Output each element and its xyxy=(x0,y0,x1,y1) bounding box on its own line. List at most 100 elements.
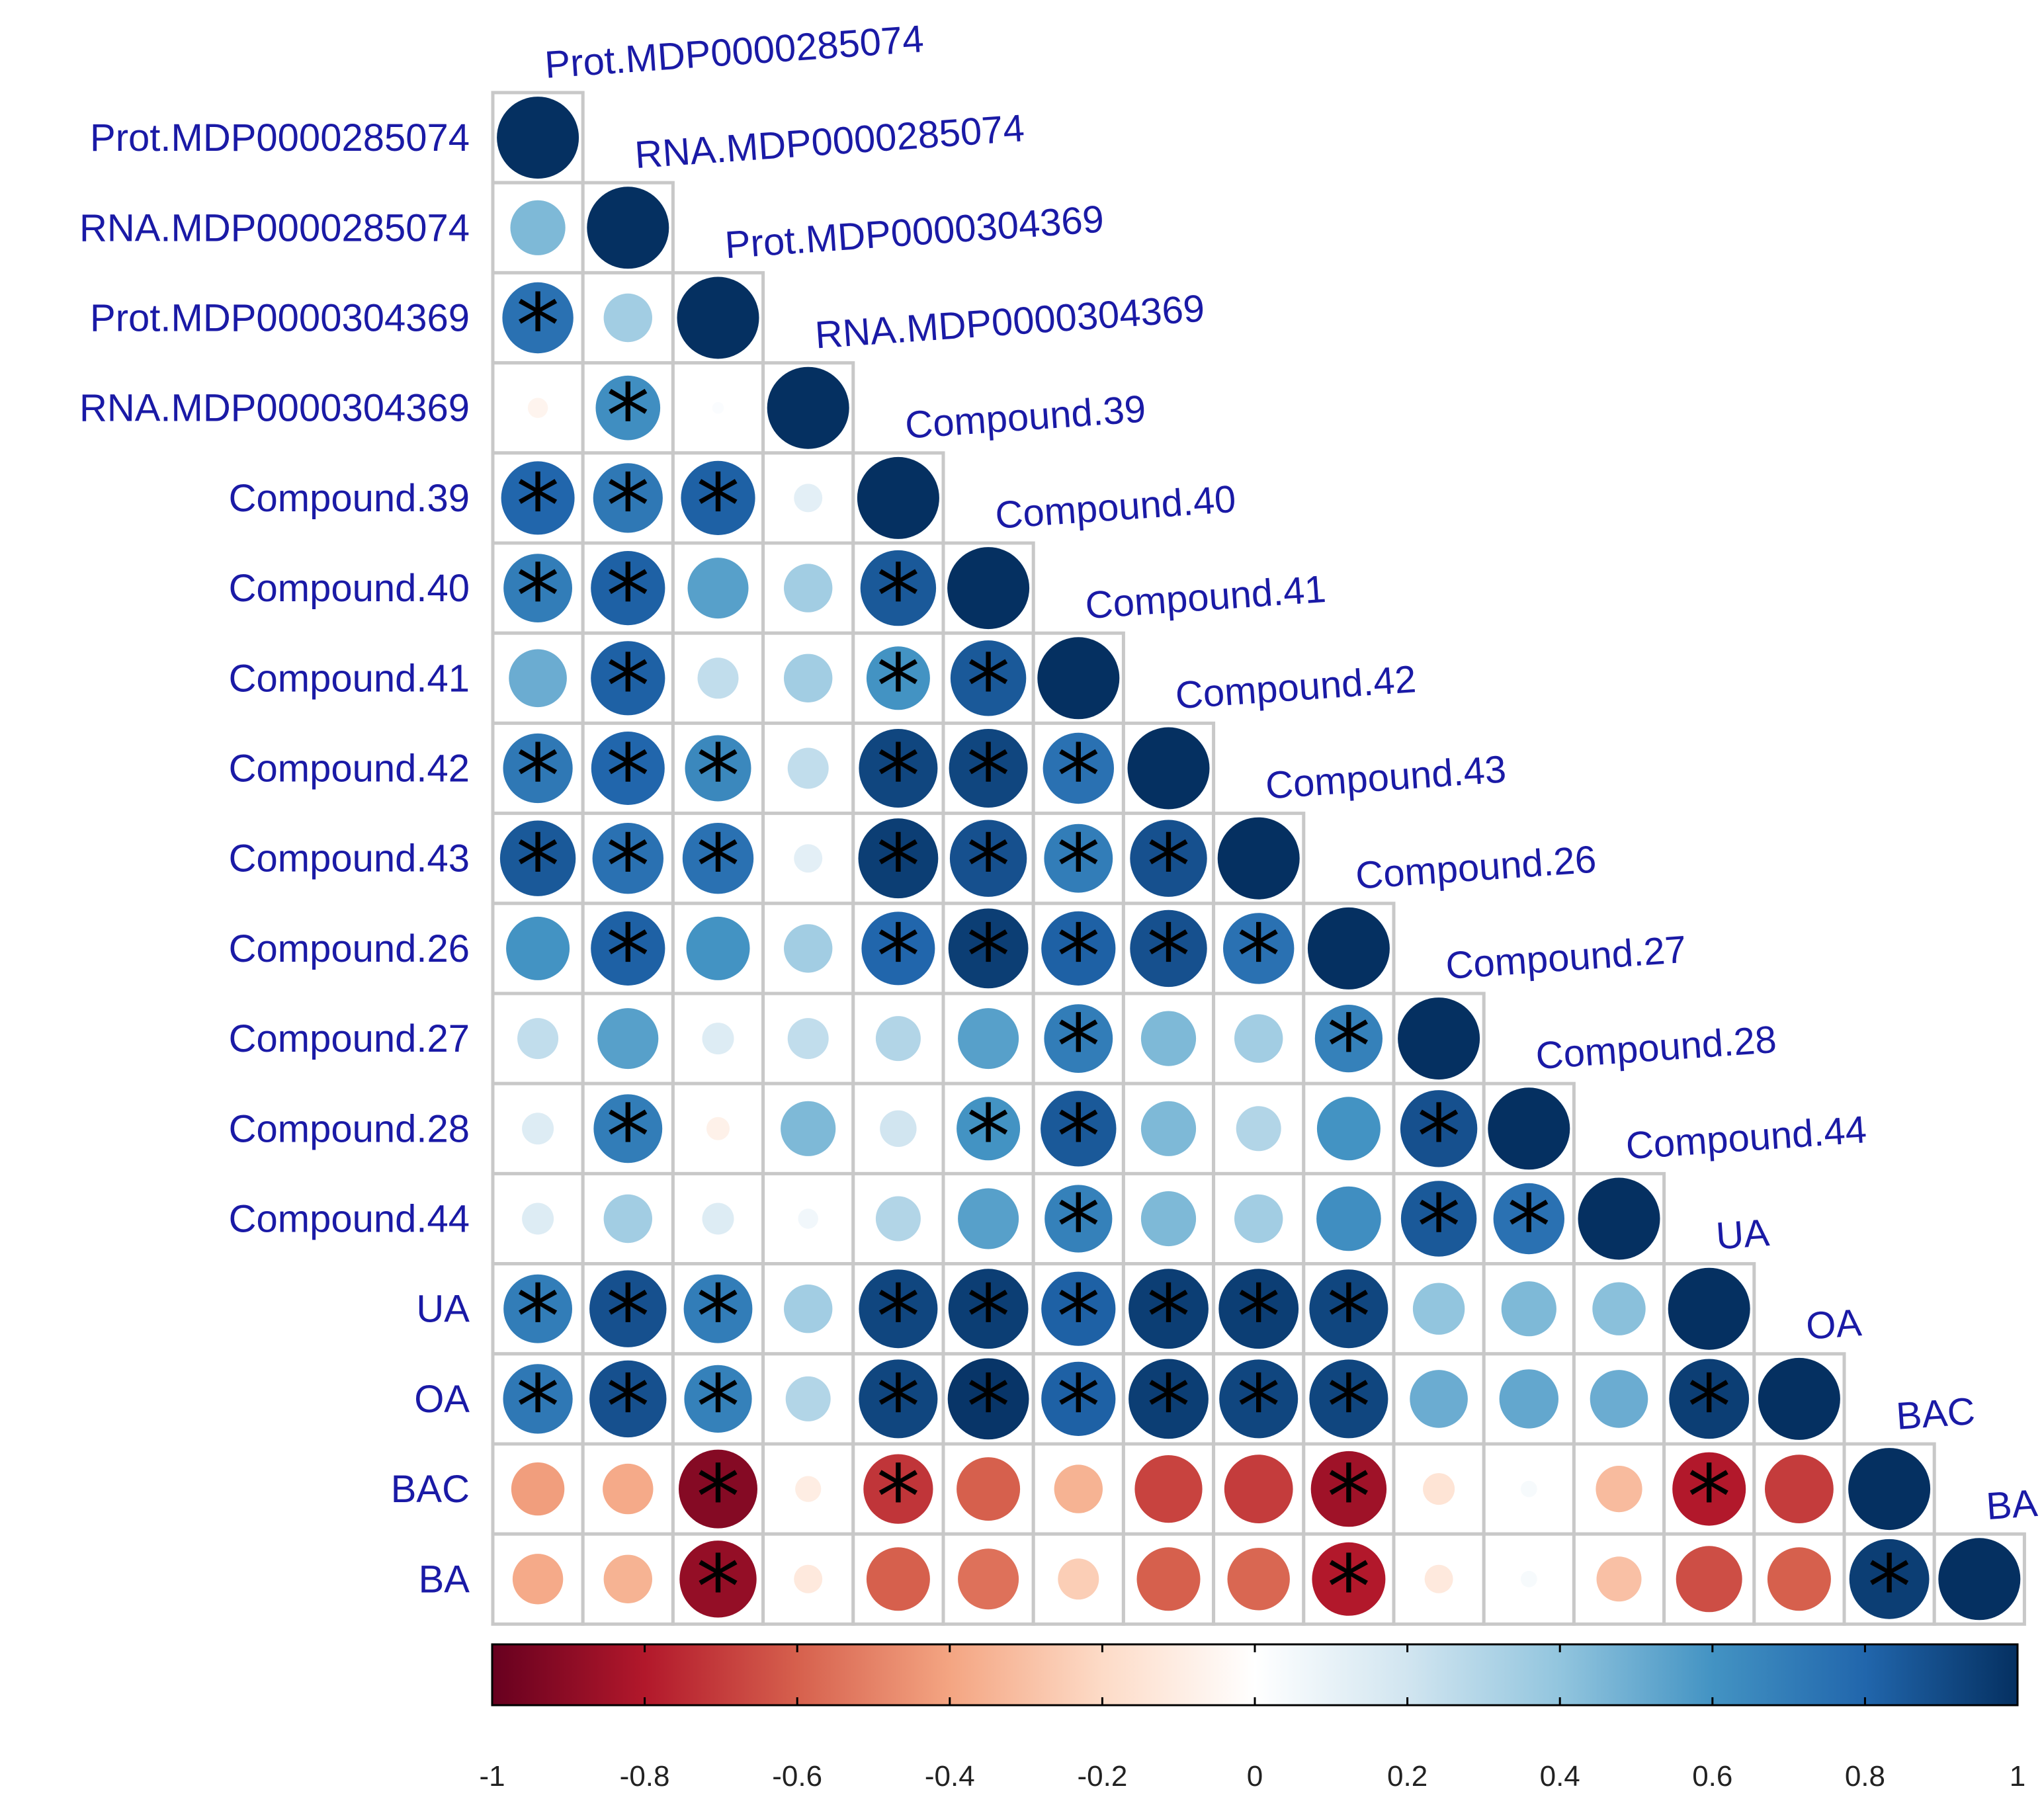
correlation-circle xyxy=(1592,1282,1646,1335)
significance-marker: * xyxy=(876,636,920,738)
significance-marker: * xyxy=(1147,1267,1191,1369)
significance-marker: * xyxy=(876,816,920,918)
row-label: RNA.MDP0000304369 xyxy=(79,387,470,430)
correlation-circle xyxy=(506,916,570,980)
correlation-circle xyxy=(1400,1090,1478,1167)
correlation-circle xyxy=(858,818,939,899)
colorbar-tick-label: -0.2 xyxy=(1077,1760,1127,1793)
correlation-circle xyxy=(1224,1455,1293,1524)
column-label: BAC xyxy=(1895,1390,1977,1438)
significance-marker: * xyxy=(606,1086,650,1188)
significance-marker: * xyxy=(1147,906,1191,1008)
significance-marker: * xyxy=(697,1357,740,1458)
correlation-circle xyxy=(1227,1548,1290,1611)
significance-marker: * xyxy=(1237,1267,1281,1369)
correlation-circle xyxy=(591,732,665,805)
row-label: Compound.27 xyxy=(229,1017,470,1060)
correlation-circle xyxy=(787,1018,829,1060)
significance-marker: * xyxy=(966,726,1010,828)
correlation-circle xyxy=(1044,1004,1113,1073)
correlation-circle xyxy=(1219,1359,1299,1439)
significance-marker: * xyxy=(1056,906,1100,1008)
significance-marker: * xyxy=(1056,1267,1100,1369)
correlation-circle xyxy=(1520,1570,1537,1587)
correlation-circle xyxy=(1410,1370,1468,1428)
correlation-circle xyxy=(860,550,937,626)
correlation-circle xyxy=(603,1554,652,1603)
correlation-circle xyxy=(1130,909,1207,988)
correlation-circle xyxy=(1044,1185,1113,1253)
row-label: OA xyxy=(414,1378,470,1421)
significance-marker: * xyxy=(876,1447,920,1548)
significance-marker: * xyxy=(697,816,740,918)
correlation-circle xyxy=(958,1188,1019,1249)
correlation-circle xyxy=(1058,1558,1099,1600)
column-label: UA xyxy=(1715,1211,1771,1257)
row-label: Prot.MDP0000304369 xyxy=(90,297,470,340)
correlation-circle xyxy=(784,924,833,973)
correlation-circle xyxy=(1127,727,1210,810)
significance-marker: * xyxy=(1417,1177,1461,1279)
colorbar: -1 -0.8 -0.6 -0.4 -0.2 0 0.2 0.4 0.6 0.8 1 xyxy=(479,1643,2025,1793)
correlation-circle xyxy=(509,649,567,708)
correlation-circle xyxy=(522,1113,554,1145)
significance-marker: * xyxy=(1327,1357,1371,1458)
correlation-circle xyxy=(794,484,823,513)
significance-marker: * xyxy=(1327,1537,1371,1638)
correlation-circle xyxy=(1236,1106,1281,1152)
correlation-circle xyxy=(1234,1194,1283,1244)
significance-marker: * xyxy=(1867,1537,1911,1638)
correlation-circle xyxy=(957,1097,1021,1161)
circle-layer xyxy=(497,97,2021,1621)
correlation-circle xyxy=(1400,1181,1477,1257)
significance-marker: * xyxy=(516,1267,560,1369)
correlation-circle xyxy=(593,1094,663,1163)
significance-marker-layer: *** * ** * ** * ** * * * * ** * * * * * ** * * * * ** ** * * ** * **… xyxy=(516,276,1911,1639)
correlation-circle xyxy=(1849,1539,1930,1619)
correlation-circle xyxy=(949,820,1027,897)
colorbar-tick-label: -0.6 xyxy=(772,1760,822,1793)
column-label: Compound.40 xyxy=(994,478,1237,537)
row-label: Compound.44 xyxy=(229,1198,470,1241)
correlation-circle xyxy=(603,1463,654,1515)
correlation-circle xyxy=(784,564,833,612)
significance-marker: * xyxy=(1147,1357,1191,1458)
column-label: Prot.MDP0000304369 xyxy=(724,197,1105,267)
correlation-circle xyxy=(1493,1183,1564,1255)
correlation-circle xyxy=(1312,1542,1386,1616)
colorbar-gradient xyxy=(491,1643,2019,1707)
significance-marker: * xyxy=(516,456,560,558)
significance-marker: * xyxy=(1056,816,1100,918)
correlation-circle xyxy=(682,823,754,894)
correlation-circle xyxy=(950,640,1027,716)
correlation-circle xyxy=(784,1285,833,1333)
correlation-circle xyxy=(603,1194,652,1244)
colorbar-tick-label: -0.8 xyxy=(620,1760,670,1793)
correlation-circle xyxy=(687,558,749,619)
correlation-circle xyxy=(1398,997,1480,1080)
correlation-circle xyxy=(863,1454,933,1524)
correlation-circle xyxy=(592,823,663,894)
correlation-circle xyxy=(875,1196,921,1242)
correlation-circle xyxy=(702,1203,734,1235)
correlation-circle xyxy=(1041,911,1116,986)
column-label: Compound.43 xyxy=(1264,747,1508,807)
correlation-circle xyxy=(501,461,575,535)
correlation-circle xyxy=(1309,1359,1388,1439)
correlation-circle xyxy=(685,735,751,802)
correlation-circle xyxy=(1314,1005,1383,1073)
correlation-circle xyxy=(785,1376,831,1421)
significance-marker: * xyxy=(966,636,1010,738)
colorbar-tick-label: 0 xyxy=(1247,1760,1263,1793)
column-label: Prot.MDP0000285074 xyxy=(543,17,925,87)
significance-marker: * xyxy=(697,456,740,558)
correlation-circle xyxy=(593,463,663,533)
significance-marker: * xyxy=(606,816,650,918)
significance-marker: * xyxy=(966,1086,1010,1188)
row-label: Compound.43 xyxy=(229,837,470,880)
significance-marker: * xyxy=(606,906,650,1008)
correlation-circle xyxy=(679,1541,757,1618)
correlation-circle xyxy=(522,1203,554,1235)
correlation-circle xyxy=(784,654,833,702)
correlation-circle xyxy=(859,1359,938,1439)
